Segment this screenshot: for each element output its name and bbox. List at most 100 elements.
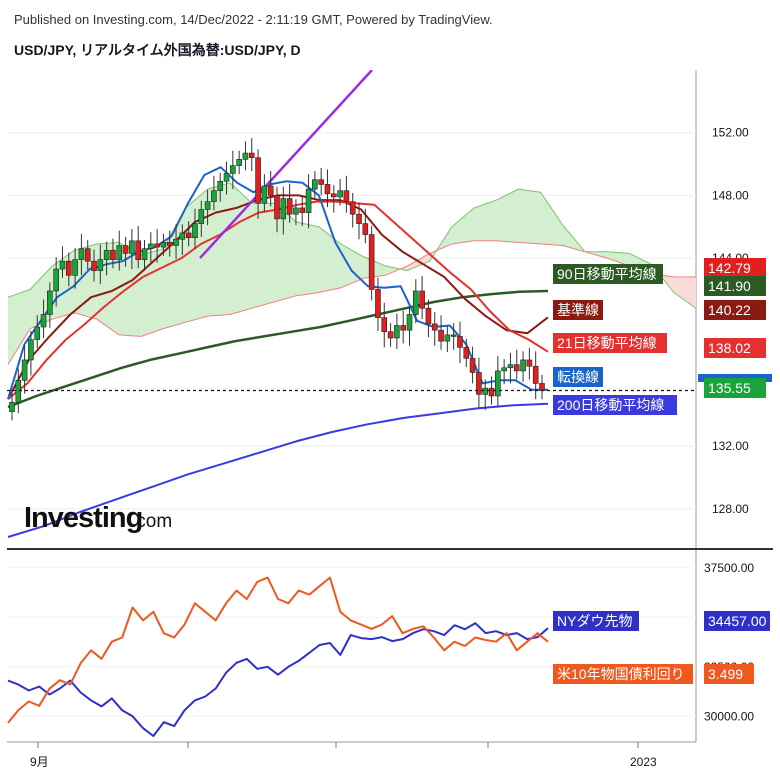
candle-body bbox=[381, 317, 388, 333]
price-tag-135-text: 135.55 bbox=[708, 380, 751, 396]
candle-body bbox=[91, 260, 97, 271]
price-pane[interactable] bbox=[7, 70, 696, 538]
price-tag-142-bg bbox=[704, 258, 766, 278]
label-sma200-bg bbox=[553, 395, 677, 415]
sma200-line bbox=[7, 402, 549, 538]
label-us10y-bg bbox=[553, 664, 693, 684]
price-tag-135-bg bbox=[704, 378, 766, 398]
label-sma90: 90日移動平均線 bbox=[553, 264, 663, 284]
label-kijun-text: 基準線 bbox=[557, 302, 599, 318]
candle-body bbox=[431, 323, 438, 331]
candle-body bbox=[343, 190, 350, 202]
indicator-tick-label: 37500.00 bbox=[704, 561, 754, 575]
candle-body bbox=[394, 325, 400, 339]
candle-body bbox=[539, 383, 545, 391]
candle-body bbox=[419, 290, 425, 309]
candle-body bbox=[274, 195, 280, 220]
ichimoku-cloud-segment bbox=[8, 289, 31, 365]
price-tag-nydow: 34457.00 bbox=[704, 611, 770, 631]
us10y-line bbox=[7, 576, 549, 724]
candle-body bbox=[400, 325, 406, 331]
candle-body bbox=[9, 401, 15, 412]
price-tick-label: 152.00 bbox=[712, 126, 749, 140]
nydow-line bbox=[7, 622, 549, 737]
label-kijun-bg bbox=[553, 300, 603, 320]
price-tick-label: 132.00 bbox=[712, 439, 749, 453]
price-tag-141: 141.90 bbox=[704, 276, 766, 296]
price-tag-us10y-bg bbox=[704, 664, 754, 684]
candle-body bbox=[438, 329, 444, 342]
candle-body bbox=[444, 334, 451, 342]
candle-body bbox=[463, 347, 470, 359]
candle-body bbox=[280, 198, 287, 220]
candle-body bbox=[166, 242, 173, 246]
svg-text:.com: .com bbox=[131, 511, 172, 532]
candle-body bbox=[255, 157, 261, 204]
candle-body bbox=[40, 314, 47, 328]
candle-body bbox=[507, 364, 514, 369]
candle-body bbox=[293, 207, 299, 215]
candle-body bbox=[337, 190, 343, 198]
price-tick-label: 148.00 bbox=[712, 188, 749, 202]
candle-body bbox=[204, 201, 211, 210]
ichimoku-cloud-segment bbox=[496, 189, 519, 243]
senkou-span-b bbox=[7, 240, 696, 365]
candle-body bbox=[185, 232, 192, 238]
ichimoku-cloud-segment bbox=[474, 200, 497, 241]
price-tag-142: 142.79 bbox=[704, 258, 766, 278]
label-nydow-bg bbox=[553, 611, 639, 631]
candle-body bbox=[299, 207, 306, 213]
candle-body bbox=[476, 372, 482, 395]
label-nydow: NYダウ先物 bbox=[553, 611, 639, 631]
candle-body bbox=[501, 367, 507, 372]
candle-body bbox=[78, 248, 85, 260]
label-kijun: 基準線 bbox=[553, 300, 603, 320]
label-sma21-bg bbox=[553, 333, 667, 353]
label-tenkan-text: 転換線 bbox=[557, 369, 599, 385]
candle-body bbox=[53, 268, 59, 292]
label-sma200: 200日移動平均線 bbox=[553, 395, 677, 415]
price-tick-label: 128.00 bbox=[712, 502, 749, 516]
ichimoku-cloud-segment bbox=[185, 189, 208, 323]
label-us10y: 米10年物国債利回り bbox=[553, 664, 693, 684]
candle-body bbox=[413, 290, 419, 315]
candle-body bbox=[236, 159, 242, 166]
svg-text:Investing: Investing bbox=[24, 502, 142, 534]
price-tag-140: 140.22 bbox=[704, 300, 766, 320]
senkou-span-a bbox=[7, 182, 696, 309]
candle-body bbox=[110, 249, 116, 260]
ichimoku-cloud-segment bbox=[518, 189, 541, 244]
candle-body bbox=[148, 243, 154, 249]
ichimoku-cloud-segment bbox=[318, 226, 341, 293]
candle-body bbox=[520, 359, 526, 372]
price-tag-142-text: 142.79 bbox=[708, 260, 751, 276]
label-tenkan-bg bbox=[553, 367, 603, 387]
candle-body bbox=[261, 185, 268, 204]
candle-body bbox=[469, 358, 476, 373]
candle-body bbox=[28, 339, 34, 361]
candle-body bbox=[141, 248, 148, 260]
label-nydow-text: NYダウ先物 bbox=[557, 613, 632, 629]
ichimoku-cloud-segment bbox=[118, 242, 142, 337]
ichimoku-cloud-segment bbox=[673, 276, 696, 309]
indicator-tick-label: 30000.00 bbox=[704, 709, 754, 723]
label-sma21: 21日移動平均線 bbox=[553, 333, 667, 353]
trend-line bbox=[199, 70, 373, 259]
candle-body bbox=[267, 185, 274, 196]
sma90-line bbox=[7, 289, 549, 409]
candle-body bbox=[362, 223, 369, 235]
candle-body bbox=[135, 240, 141, 260]
candle-body bbox=[425, 307, 432, 325]
candle-body bbox=[84, 248, 91, 262]
candle-body bbox=[482, 387, 489, 395]
candle-body bbox=[513, 364, 520, 372]
indicator-pane[interactable] bbox=[7, 567, 696, 737]
candle-body bbox=[211, 190, 217, 202]
candle-body bbox=[286, 198, 293, 215]
label-sma21-text: 21日移動平均線 bbox=[557, 335, 657, 351]
candle-body bbox=[198, 209, 205, 224]
candle-body bbox=[330, 193, 337, 198]
candle-body bbox=[318, 179, 324, 185]
